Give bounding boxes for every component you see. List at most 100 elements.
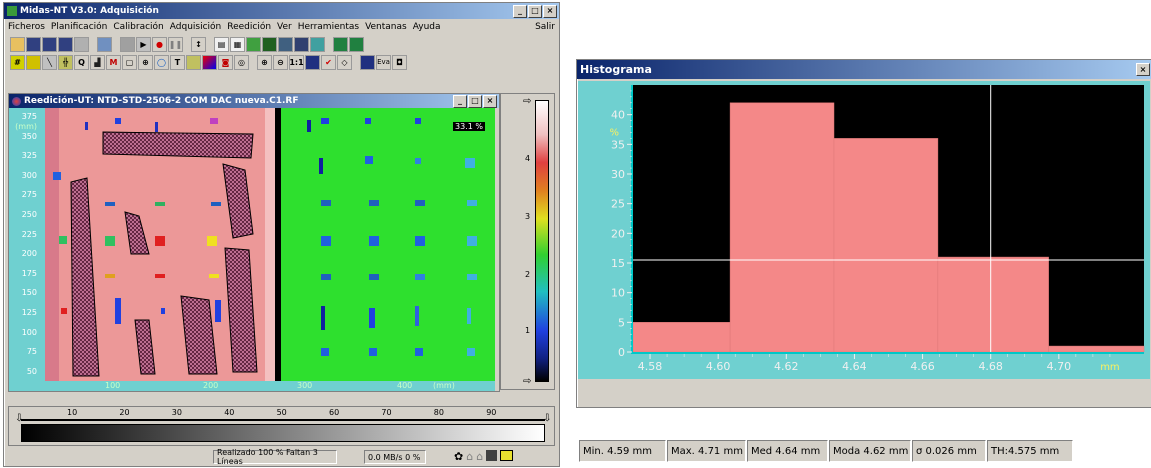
- cscan-image: [45, 108, 495, 381]
- scale-top-marker[interactable]: ⇨: [523, 96, 532, 107]
- pause-icon[interactable]: ❚❚: [168, 36, 183, 52]
- left-ruler-marker[interactable]: ⇩: [15, 413, 24, 424]
- graph-b-icon[interactable]: [349, 36, 364, 52]
- menu-item-ficheros[interactable]: Ficheros: [8, 22, 45, 32]
- record-icon[interactable]: ●: [152, 36, 167, 52]
- menu-item-calibracion[interactable]: Calibración: [113, 22, 164, 32]
- graph-a-icon[interactable]: [333, 36, 348, 52]
- cscan-title-bar: Reedición-UT: NTD-STD-2506-2 COM DAC nue…: [9, 94, 499, 108]
- menu-item-reedicion[interactable]: Reedición: [227, 22, 272, 32]
- eraser-icon[interactable]: ◇: [337, 54, 352, 70]
- grid-icon[interactable]: #: [10, 54, 25, 70]
- histogram-x-tick-label: 4.62: [774, 360, 799, 373]
- menu-item-herramientas[interactable]: Herramientas: [297, 22, 360, 32]
- cscan-window-title: Reedición-UT: NTD-STD-2506-2 COM DAC nue…: [24, 96, 299, 106]
- pattern-icon[interactable]: [186, 54, 201, 70]
- menu-item-planificacion[interactable]: Planificación: [50, 22, 108, 32]
- cscan-y-axis: [9, 108, 45, 391]
- cscan-y-tick-label: 125: [21, 308, 37, 317]
- right-ruler-marker[interactable]: ⇩: [543, 413, 552, 424]
- status-indicator-icons: ✿ ⌂ ⌂: [454, 450, 514, 463]
- color-triangle-icon[interactable]: [202, 54, 217, 70]
- marker-m-icon[interactable]: M: [106, 54, 121, 70]
- report-icon[interactable]: [360, 54, 375, 70]
- options-icon[interactable]: ◎: [234, 54, 249, 70]
- cscan-close-button[interactable]: ×: [483, 94, 497, 108]
- play-icon[interactable]: ▶: [136, 36, 151, 52]
- histogram-bar: [632, 322, 731, 353]
- main-window-title: Midas-NT V3.0: Adquisición: [20, 6, 159, 16]
- cscan-y-tick-label: 200: [21, 249, 37, 259]
- zoom-out-icon[interactable]: ⊖: [273, 54, 288, 70]
- menu-item-ver[interactable]: Ver: [277, 22, 292, 32]
- minimize-button[interactable]: _: [513, 4, 527, 18]
- app-icon: [7, 6, 17, 16]
- save-all-icon[interactable]: [58, 36, 73, 52]
- circle-tool-icon[interactable]: ◯: [154, 54, 169, 70]
- view-e-icon[interactable]: [278, 36, 293, 52]
- gain-ruler-tick-label: 50: [276, 408, 287, 417]
- gray-gradient-bar: [21, 424, 545, 442]
- histogram-x-tick-label: 4.64: [842, 360, 867, 373]
- cscan-y-tick-label: 225: [21, 229, 37, 239]
- zoom-in-icon[interactable]: ⊕: [257, 54, 272, 70]
- histogram-chart: 40 35 30 25 20 15 10 5 0% 4.58 4.60 4.62 4.64 4.66 4.6…: [578, 81, 1150, 379]
- cscan-y-tick-label: 150: [21, 288, 37, 298]
- calibration-icon[interactable]: [97, 36, 112, 52]
- camera-icon[interactable]: ◘: [392, 54, 407, 70]
- print-icon[interactable]: [74, 36, 89, 52]
- cscan-y-tick-label: 175: [21, 268, 37, 278]
- cscan-maximize-button[interactable]: □: [468, 94, 482, 108]
- view-c-icon[interactable]: [246, 36, 261, 52]
- gain-ruler-tick-label: 70: [381, 408, 392, 417]
- maximize-button[interactable]: □: [528, 4, 542, 18]
- check-icon[interactable]: ✔: [321, 54, 336, 70]
- status-rate: 0.0 MB/s 0 %: [364, 450, 426, 464]
- histogram-tool-icon[interactable]: ▟: [90, 54, 105, 70]
- scale-bottom-marker[interactable]: ⇨: [523, 376, 532, 387]
- menu-item-ventanas[interactable]: Ventanas: [365, 22, 407, 32]
- exit-menu-item[interactable]: Salir: [535, 22, 555, 32]
- gain-ruler-tick-label: 80: [433, 408, 444, 417]
- gain-ruler-tick-label: 20: [119, 408, 130, 417]
- cscan-minimize-button[interactable]: _: [453, 94, 467, 108]
- view-g-icon[interactable]: [310, 36, 325, 52]
- open-folder-icon[interactable]: [10, 36, 25, 52]
- gain-ruler-tick-label: 30: [171, 408, 182, 417]
- view-f-icon[interactable]: [294, 36, 309, 52]
- close-button[interactable]: ×: [543, 4, 557, 18]
- ruler-icon[interactable]: [26, 54, 41, 70]
- main-window: Midas-NT V3.0: Adquisición _ □ × Fichero…: [3, 2, 560, 467]
- status-progress: Realizado 100 % Faltan 3 Líneas: [213, 448, 337, 466]
- scan-step-icon[interactable]: ↕: [191, 36, 206, 52]
- magnifier-icon[interactable]: Q: [74, 54, 89, 70]
- save-as-icon[interactable]: [42, 36, 57, 52]
- histogram-y-tick-label: 0: [618, 346, 625, 359]
- cscan-y-tick-label: 50: [26, 366, 37, 376]
- target-icon[interactable]: ⊕: [138, 54, 153, 70]
- histogram-close-button[interactable]: ×: [1136, 63, 1150, 76]
- stat-moda: Moda 4.62 mm: [829, 440, 911, 462]
- eva-button[interactable]: Eva: [376, 54, 391, 70]
- cscan-window: Reedición-UT: NTD-STD-2506-2 COM DAC nue…: [8, 93, 500, 392]
- overlay-icon[interactable]: ◙: [218, 54, 233, 70]
- histogram-title: Histograma: [580, 63, 652, 76]
- cscan-x-tick-label: 400: [397, 381, 413, 390]
- view-b-icon[interactable]: ▦: [230, 36, 245, 52]
- crosshair-icon[interactable]: ╬: [58, 54, 73, 70]
- zoom-1-1-button[interactable]: 1:1: [289, 54, 304, 70]
- menu-item-ayuda[interactable]: Ayuda: [412, 22, 441, 32]
- palette-icon[interactable]: [305, 54, 320, 70]
- menu-item-adquisicion[interactable]: Adquisición: [169, 22, 222, 32]
- text-tool-icon[interactable]: T: [170, 54, 185, 70]
- histogram-y-tick-label: 20: [611, 227, 625, 240]
- view-a-icon[interactable]: ▤: [214, 36, 229, 52]
- region-icon[interactable]: ▢: [122, 54, 137, 70]
- histogram-x-tick-label: 4.68: [978, 360, 1003, 373]
- histogram-y-tick-label: 40: [611, 109, 625, 122]
- probe-icon[interactable]: [120, 36, 135, 52]
- line-tool-icon[interactable]: ╲: [42, 54, 57, 70]
- view-d-icon[interactable]: [262, 36, 277, 52]
- toolbar-row-2: # ╲ ╬ Q ▟ M ▢ ⊕ ◯ T ◙ ◎ ⊕ ⊖ 1:1 ✔ ◇ Eva …: [4, 53, 559, 71]
- save-icon[interactable]: [26, 36, 41, 52]
